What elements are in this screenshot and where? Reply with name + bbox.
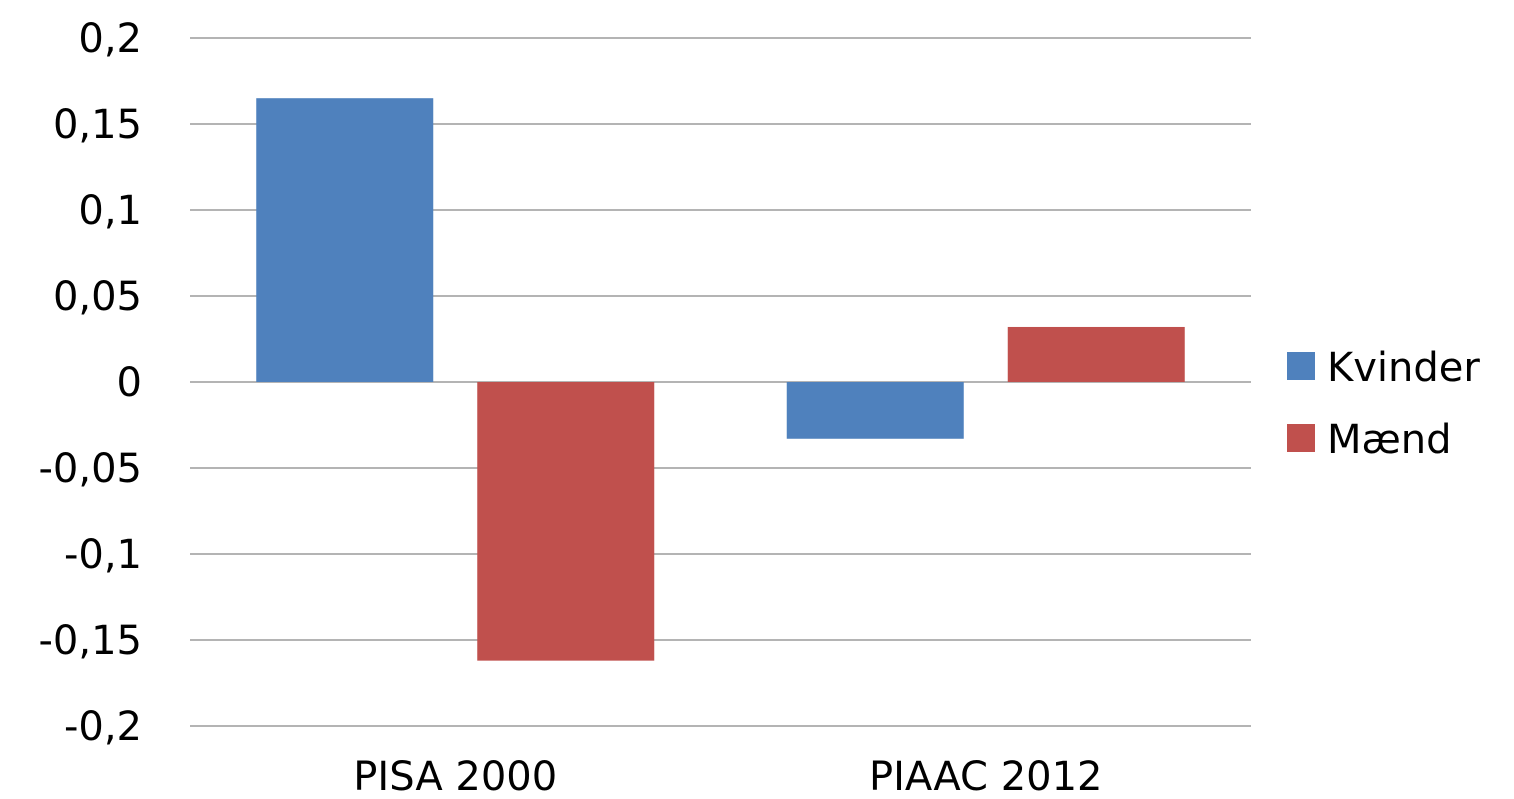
legend: Kvinder Mænd bbox=[1287, 345, 1480, 463]
y-tick-label: 0,15 bbox=[53, 102, 142, 148]
y-tick-label: 0,05 bbox=[53, 274, 142, 320]
legend-label: Mænd bbox=[1327, 417, 1452, 463]
x-axis-categories: PISA 2000 PIAAC 2012 bbox=[353, 754, 1102, 799]
y-tick-label: 0 bbox=[117, 360, 142, 406]
y-tick-label: -0,05 bbox=[39, 446, 143, 492]
legend-label: Kvinder bbox=[1327, 345, 1480, 391]
legend-swatch bbox=[1287, 424, 1315, 452]
y-tick-label: 0,1 bbox=[78, 188, 142, 234]
x-category-label: PISA 2000 bbox=[353, 754, 557, 799]
y-tick-label: -0,1 bbox=[64, 532, 142, 578]
bar-mænd-2 bbox=[1007, 326, 1185, 382]
y-tick-label: -0,2 bbox=[64, 704, 142, 750]
bars bbox=[256, 98, 1185, 661]
x-category-label: PIAAC 2012 bbox=[869, 754, 1103, 799]
y-tick-label: 0,2 bbox=[78, 16, 142, 62]
y-tick-label: -0,15 bbox=[39, 618, 143, 664]
bar-kvinder-2 bbox=[786, 382, 964, 439]
legend-swatch bbox=[1287, 352, 1315, 380]
bar-mænd-1 bbox=[477, 382, 655, 661]
bar-kvinder-1 bbox=[256, 98, 434, 382]
y-axis-ticks: 0,2 0,15 0,1 0,05 0 -0,05 -0,1 -0,15 -0,2 bbox=[39, 16, 143, 750]
